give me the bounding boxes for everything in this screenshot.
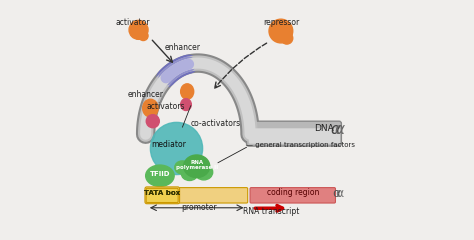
FancyBboxPatch shape	[146, 188, 178, 203]
Circle shape	[269, 19, 293, 43]
Ellipse shape	[189, 156, 204, 169]
Ellipse shape	[183, 155, 210, 178]
Text: TFIID: TFIID	[150, 171, 170, 177]
Text: repressor: repressor	[263, 18, 299, 27]
Ellipse shape	[181, 84, 194, 99]
Text: enhancer: enhancer	[164, 43, 201, 52]
Text: mediator: mediator	[151, 140, 186, 149]
FancyBboxPatch shape	[146, 188, 248, 203]
FancyBboxPatch shape	[249, 128, 340, 144]
Ellipse shape	[195, 164, 213, 180]
Text: promoter: promoter	[181, 203, 217, 212]
FancyBboxPatch shape	[246, 121, 341, 146]
Text: enhancer: enhancer	[128, 90, 164, 99]
Text: α: α	[336, 187, 344, 200]
Ellipse shape	[146, 115, 159, 128]
Text: α: α	[332, 187, 340, 200]
Text: coding region: coding region	[266, 188, 319, 197]
Text: α: α	[334, 121, 344, 137]
FancyBboxPatch shape	[145, 187, 180, 204]
Ellipse shape	[146, 165, 174, 186]
Ellipse shape	[181, 166, 198, 180]
Ellipse shape	[175, 161, 190, 174]
Text: TATA box: TATA box	[144, 190, 180, 196]
Circle shape	[281, 32, 293, 44]
Ellipse shape	[181, 99, 191, 110]
Text: activator: activator	[115, 18, 150, 27]
Ellipse shape	[143, 99, 158, 117]
Circle shape	[138, 31, 148, 41]
Text: α: α	[331, 121, 341, 137]
Text: RNA transcript: RNA transcript	[243, 207, 300, 216]
FancyBboxPatch shape	[250, 188, 336, 203]
Text: activators: activators	[147, 102, 185, 111]
Text: co-activators: co-activators	[191, 119, 241, 128]
Text: RNA
polymerase II: RNA polymerase II	[175, 160, 218, 170]
Text: DNA: DNA	[314, 124, 334, 133]
Text: — general transcription factors: — general transcription factors	[246, 142, 356, 148]
Text: TATA box: TATA box	[144, 190, 180, 196]
Ellipse shape	[150, 122, 202, 174]
Circle shape	[129, 20, 148, 39]
